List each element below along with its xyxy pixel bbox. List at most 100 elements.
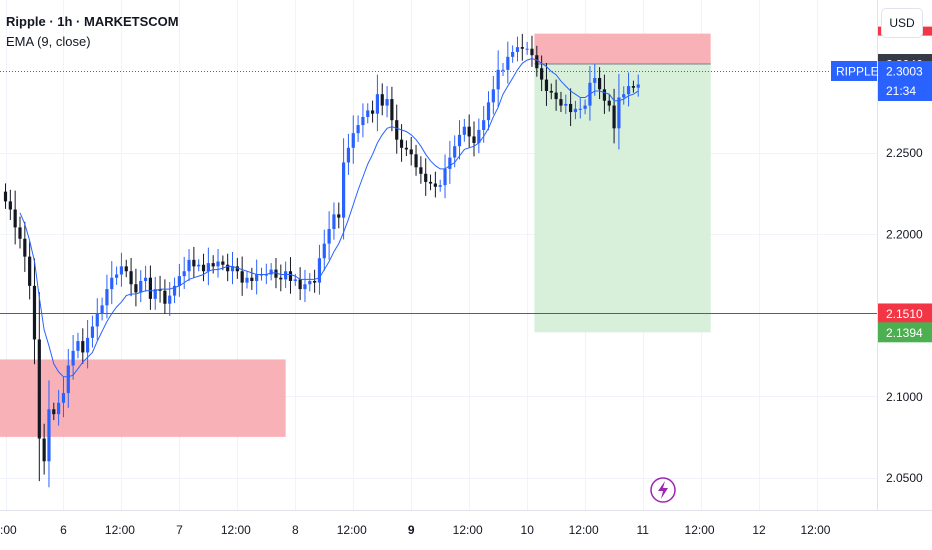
candle <box>250 267 254 290</box>
candle <box>472 121 476 157</box>
candle <box>255 259 259 295</box>
candle-body <box>105 289 109 306</box>
candle <box>230 251 235 285</box>
candle-body <box>158 289 162 291</box>
candle <box>332 202 336 240</box>
candle-body <box>622 94 626 98</box>
candle-body <box>540 68 544 80</box>
candle <box>245 271 249 289</box>
symbol-tag-label: RIPPLE <box>836 64 879 78</box>
candle-body <box>322 243 326 259</box>
candle <box>554 79 558 111</box>
candle <box>3 183 8 209</box>
candle <box>8 189 12 220</box>
candle-body <box>3 191 8 202</box>
candle <box>86 320 90 369</box>
candle-body <box>380 94 384 106</box>
lightning-icon[interactable] <box>650 477 676 503</box>
candle <box>182 256 186 290</box>
candle <box>496 50 500 107</box>
candle-body <box>250 277 254 281</box>
time-axis[interactable]: :00 6 12:00 7 12:00 8 12:00 9 12:00 10 12:00 11 12:0… <box>0 523 831 537</box>
time-tick-label: 8 <box>292 523 299 537</box>
candle-body <box>535 55 539 69</box>
candle-body <box>206 263 210 272</box>
candle-body <box>404 147 408 150</box>
candle-body <box>414 154 418 168</box>
candle-body <box>597 77 602 90</box>
candle <box>636 74 640 97</box>
indicator-label[interactable]: EMA (9, close) <box>6 34 91 49</box>
price-badge-bg <box>878 303 932 324</box>
candle <box>216 249 220 278</box>
candle <box>76 332 80 359</box>
candle <box>414 144 418 176</box>
demand-zone[interactable] <box>0 359 286 437</box>
candle-body <box>153 289 157 299</box>
candle <box>457 120 462 160</box>
candle <box>366 103 370 124</box>
candle-body <box>32 285 37 340</box>
candle-body <box>482 120 486 130</box>
candle <box>520 33 524 61</box>
candle-body <box>419 167 423 174</box>
candle <box>129 257 133 297</box>
candle-body <box>472 136 476 143</box>
candle <box>337 202 341 229</box>
price-axis[interactable]: 2.2500 2.2000 2.1000 2.0500 <box>886 146 923 485</box>
candle-body <box>313 280 317 283</box>
candle <box>313 269 317 293</box>
candle <box>409 137 413 166</box>
candle <box>351 115 355 164</box>
price-badge: 2.3003 21:34 RIPPLE <box>831 60 932 101</box>
candle <box>443 154 447 199</box>
candle-body <box>269 269 273 275</box>
candle-body <box>230 266 235 272</box>
candle-body <box>515 47 520 52</box>
price-badge-label: 2.3003 <box>886 64 923 78</box>
candle-body <box>168 295 172 304</box>
candle-body <box>501 69 505 71</box>
candle-body <box>114 274 119 278</box>
price-badge-bg <box>878 60 932 101</box>
symbol-title[interactable]: Ripple · 1h · MARKETSCOM <box>6 14 179 29</box>
take-profit-zone[interactable] <box>534 63 711 333</box>
candle <box>477 118 481 154</box>
candle <box>327 211 331 260</box>
candle-body <box>66 365 70 394</box>
candle <box>23 221 27 272</box>
candle <box>506 41 510 84</box>
candle-body <box>457 134 462 147</box>
candle-body <box>511 51 515 57</box>
ema-9-line[interactable] <box>19 57 639 378</box>
candle <box>549 83 553 100</box>
candle-body <box>90 326 95 338</box>
candle <box>544 62 549 106</box>
candle-body <box>211 263 215 267</box>
candle <box>593 63 597 96</box>
axes <box>0 0 932 511</box>
candle <box>540 55 544 92</box>
candle <box>95 298 99 341</box>
time-tick-label: 12:00 <box>569 523 599 537</box>
candle-body <box>477 129 481 143</box>
candle <box>597 67 602 100</box>
candle <box>467 114 471 148</box>
candle <box>211 255 215 274</box>
candle-body <box>602 89 607 101</box>
chart-legend: Ripple · 1h · MARKETSCOM EMA (9, close) <box>6 14 179 49</box>
candle <box>240 256 244 296</box>
candle <box>187 249 191 281</box>
candle <box>163 279 167 314</box>
candle <box>428 174 433 191</box>
candle-body <box>443 168 447 186</box>
candle <box>119 252 124 287</box>
candle <box>105 274 109 319</box>
symbol-tag-bg <box>831 60 877 81</box>
time-tick-label: 12:00 <box>221 523 251 537</box>
currency-button[interactable]: USD <box>881 8 923 38</box>
candle-body <box>284 271 288 280</box>
stop-loss-zone[interactable] <box>534 33 711 64</box>
